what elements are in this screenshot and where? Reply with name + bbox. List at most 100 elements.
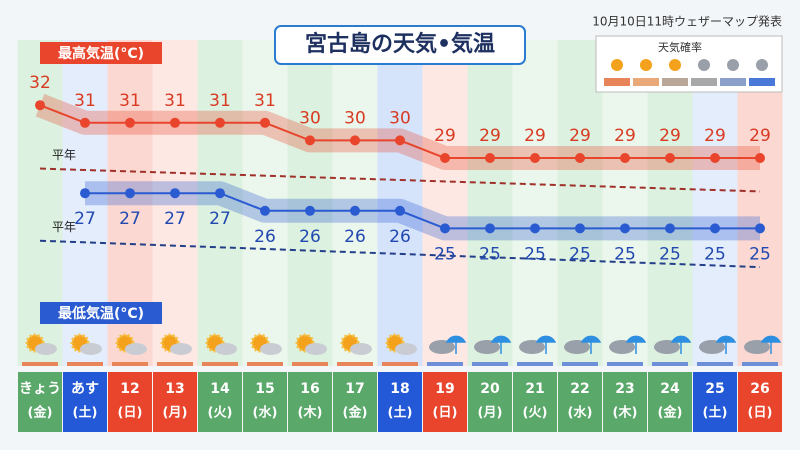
- point: [755, 153, 765, 163]
- icon-umbrella: [580, 335, 602, 354]
- point: [710, 153, 720, 163]
- line: [85, 192, 760, 230]
- value-label: 25: [479, 244, 501, 264]
- icon-cloud: [170, 343, 192, 355]
- day-label: 12: [120, 381, 139, 397]
- title-box: [274, 25, 526, 65]
- point: [710, 223, 720, 234]
- value-label: 25: [749, 244, 771, 264]
- value-label: 25: [434, 244, 456, 264]
- value-label: 25: [614, 244, 636, 264]
- day-label: 26: [750, 381, 769, 397]
- value-label: 29: [704, 126, 726, 146]
- value-label: 29: [569, 126, 591, 146]
- icon-cloud: [609, 340, 635, 354]
- column-bg: [287, 40, 333, 366]
- point: [350, 135, 360, 146]
- value-label: 25: [704, 244, 726, 264]
- icon-cloud: [744, 340, 770, 354]
- reliability-bar: [562, 362, 598, 366]
- weekday-label: (金): [28, 405, 53, 421]
- column-bg: [737, 40, 783, 366]
- reliability-bar: [697, 362, 733, 366]
- source: 10月10日11時ウェザーマップ発表: [592, 15, 782, 29]
- value-label: 29: [614, 126, 636, 146]
- day-box: [198, 372, 242, 432]
- legend-entry: 最高気温(°C): [58, 45, 144, 62]
- reliability-bar: [337, 362, 373, 366]
- weekday-label: (金): [343, 405, 368, 421]
- point: [440, 153, 450, 163]
- legend-icon: [640, 59, 652, 71]
- value-label: 30: [344, 108, 366, 128]
- value-label: 25: [524, 244, 546, 264]
- weekday-label: (土): [388, 405, 413, 421]
- value-label: 30: [389, 108, 411, 128]
- value-label: 31: [209, 91, 231, 111]
- legend-icon: [698, 59, 710, 71]
- point: [665, 153, 675, 163]
- day-box: [288, 372, 332, 432]
- icon-cloud: [429, 340, 455, 354]
- column-bg: [242, 40, 288, 366]
- day-box: [378, 372, 422, 432]
- legend-swatch: [720, 78, 746, 86]
- day-label: 16: [300, 381, 319, 397]
- value-label: 29: [749, 126, 771, 146]
- value-label: 26: [254, 227, 276, 247]
- point: [305, 135, 315, 146]
- point: [170, 188, 180, 199]
- day-label: 25: [705, 381, 724, 397]
- point: [395, 135, 405, 146]
- weekday-label: (土): [73, 405, 98, 421]
- point: [125, 117, 135, 128]
- point: [620, 153, 630, 163]
- column-bg: [467, 40, 513, 366]
- point: [305, 205, 315, 216]
- point: [575, 153, 585, 163]
- day-label: 22: [570, 381, 589, 397]
- column-bg: [332, 40, 378, 366]
- weekday-label: (火): [523, 406, 548, 421]
- series-label-box: [40, 42, 162, 64]
- icon-cloud: [125, 343, 147, 355]
- value-label: 26: [299, 227, 321, 247]
- day-box: [603, 372, 647, 432]
- weekday-label: (木): [613, 405, 638, 421]
- day-label: 20: [480, 381, 500, 397]
- day-label: 21: [525, 381, 544, 397]
- point: [80, 188, 90, 199]
- point: [485, 153, 495, 163]
- day-box: [558, 372, 602, 432]
- reliability-bar: [652, 362, 688, 366]
- value-label: 25: [569, 244, 591, 264]
- column-bg: [692, 40, 738, 366]
- point: [620, 223, 630, 234]
- reliability-bar: [292, 362, 328, 366]
- day-box: [63, 372, 107, 432]
- weekday-label: (火): [208, 406, 233, 421]
- series-label-box: [40, 302, 162, 324]
- value-label: 31: [119, 91, 141, 111]
- day-label: 15: [255, 381, 274, 397]
- column-bg: [512, 40, 558, 366]
- weekday-label: (土): [703, 405, 728, 421]
- value-label: 29: [479, 126, 501, 146]
- point: [530, 223, 540, 234]
- point: [755, 223, 765, 234]
- point: [260, 117, 270, 128]
- point: [215, 188, 225, 199]
- icon-umbrella: [490, 335, 512, 354]
- legend-swatch: [604, 78, 630, 86]
- day-box: [18, 372, 62, 432]
- point: [350, 205, 360, 216]
- point: [395, 205, 405, 216]
- point: [575, 223, 585, 234]
- reliability-bar: [67, 362, 103, 366]
- normal-label: 平年: [52, 220, 76, 234]
- value-label: 30: [299, 108, 321, 128]
- icon-umbrella: [625, 335, 647, 354]
- day-box: [468, 372, 512, 432]
- reliability-bar: [157, 362, 193, 366]
